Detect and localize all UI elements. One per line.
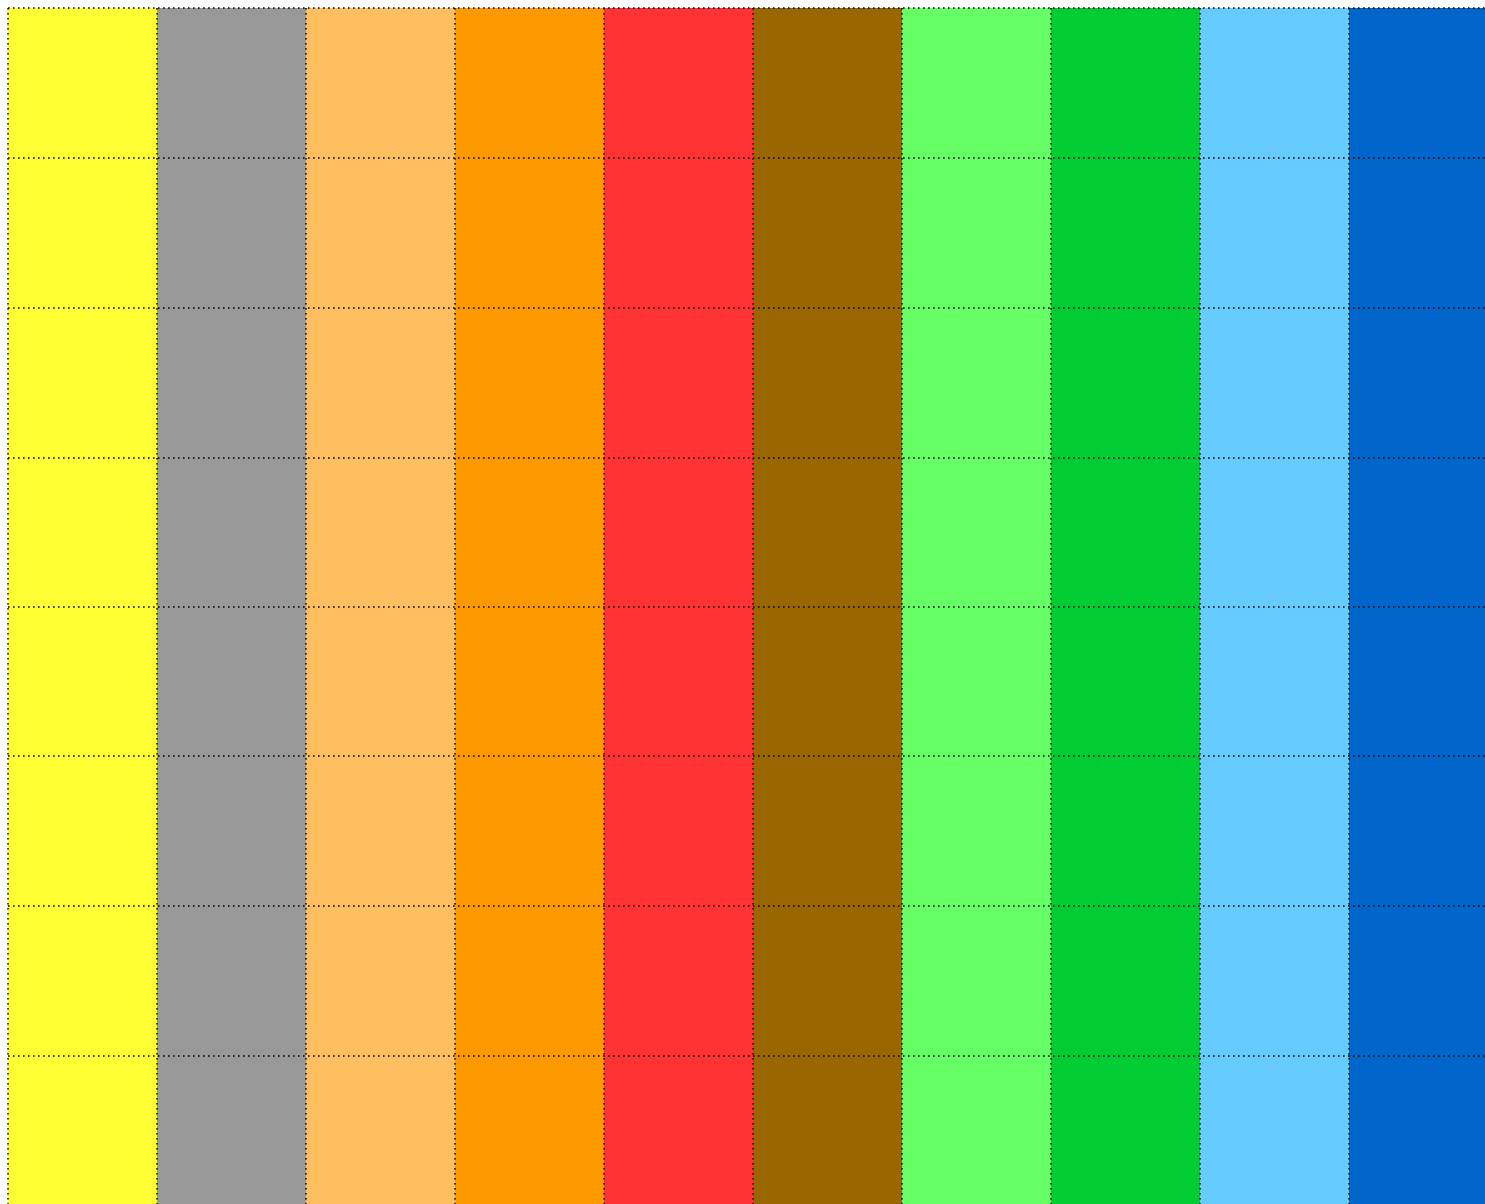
- color-stripe-9: [1200, 8, 1349, 1204]
- color-stripe-6: [753, 8, 902, 1204]
- color-stripe-field: [8, 8, 1485, 1204]
- color-stripe-8: [1051, 8, 1200, 1204]
- color-stripe-5: [604, 8, 753, 1204]
- color-stripe-2: [157, 8, 306, 1204]
- color-stripe-3: [306, 8, 455, 1204]
- color-stripe-1: [8, 8, 157, 1204]
- color-stripe-4: [455, 8, 604, 1204]
- color-stripe-10: [1349, 8, 1485, 1204]
- color-stripe-7: [902, 8, 1051, 1204]
